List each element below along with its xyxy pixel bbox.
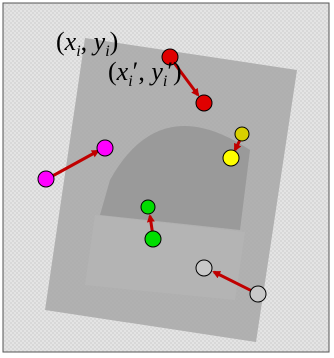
label-text: y [148, 57, 163, 86]
label-text: ′) [167, 57, 181, 86]
point [250, 286, 266, 302]
target-label: (xi′, yi′) [108, 57, 182, 90]
label-text: y [91, 27, 106, 56]
point [196, 95, 212, 111]
point [235, 127, 249, 141]
point [97, 140, 113, 156]
point [38, 171, 54, 187]
diagram: (xi, yi) (xi′, yi′) [0, 0, 334, 358]
point [223, 150, 239, 166]
source-label: (xi, yi) [56, 27, 118, 60]
label-text: ′, [133, 57, 152, 86]
point [196, 260, 212, 276]
point [141, 200, 155, 214]
point [145, 231, 161, 247]
label-text: , [81, 27, 94, 56]
label-text: ( [108, 57, 117, 86]
label-text: x [64, 27, 77, 56]
label-text: ( [56, 27, 65, 56]
label-text: ) [110, 27, 119, 56]
label-text: x [116, 57, 129, 86]
